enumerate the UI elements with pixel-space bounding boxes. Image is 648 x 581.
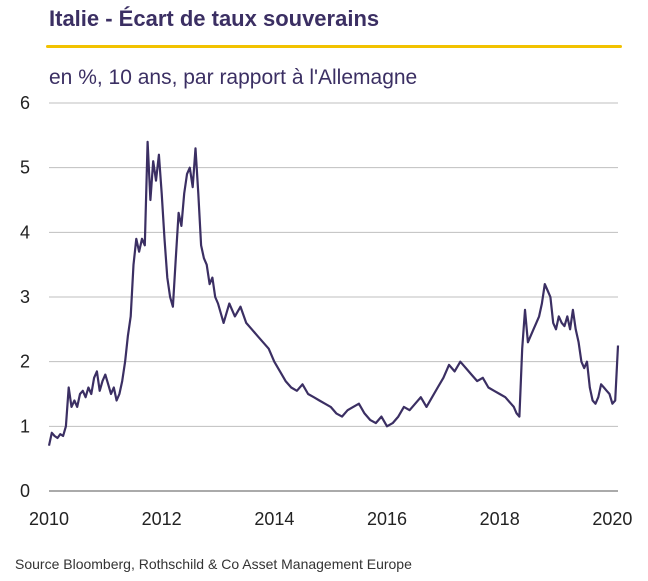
x-tick-label-2012: 2012 xyxy=(142,509,182,529)
chart-subtitle: en %, 10 ans, par rapport à l'Allemagne xyxy=(49,66,418,89)
x-axis-ticks: 2010 2012 2014 2016 2018 2020 xyxy=(29,509,632,529)
y-tick-label-6: 6 xyxy=(20,93,30,113)
x-tick-label-2010: 2010 xyxy=(29,509,69,529)
x-tick-label-2016: 2016 xyxy=(367,509,407,529)
y-axis-ticks: 0 1 2 3 4 5 6 xyxy=(20,93,30,501)
grid-lines xyxy=(49,102,618,492)
series-line-0 xyxy=(47,140,620,446)
y-tick-label-0: 0 xyxy=(20,481,30,501)
x-tick-label-2014: 2014 xyxy=(254,509,294,529)
series-layer xyxy=(47,140,620,446)
y-tick-label-4: 4 xyxy=(20,222,30,242)
title-underline xyxy=(46,45,622,48)
y-tick-label-2: 2 xyxy=(20,352,30,372)
source-note: Source Bloomberg, Rothschild & Co Asset … xyxy=(15,556,412,572)
y-tick-label-1: 1 xyxy=(20,416,30,436)
x-tick-label-2020: 2020 xyxy=(592,509,632,529)
y-tick-label-5: 5 xyxy=(20,158,30,178)
x-tick-label-2018: 2018 xyxy=(480,509,520,529)
chart-title: Italie - Écart de taux souverains xyxy=(49,6,380,31)
y-tick-label-3: 3 xyxy=(20,287,30,307)
